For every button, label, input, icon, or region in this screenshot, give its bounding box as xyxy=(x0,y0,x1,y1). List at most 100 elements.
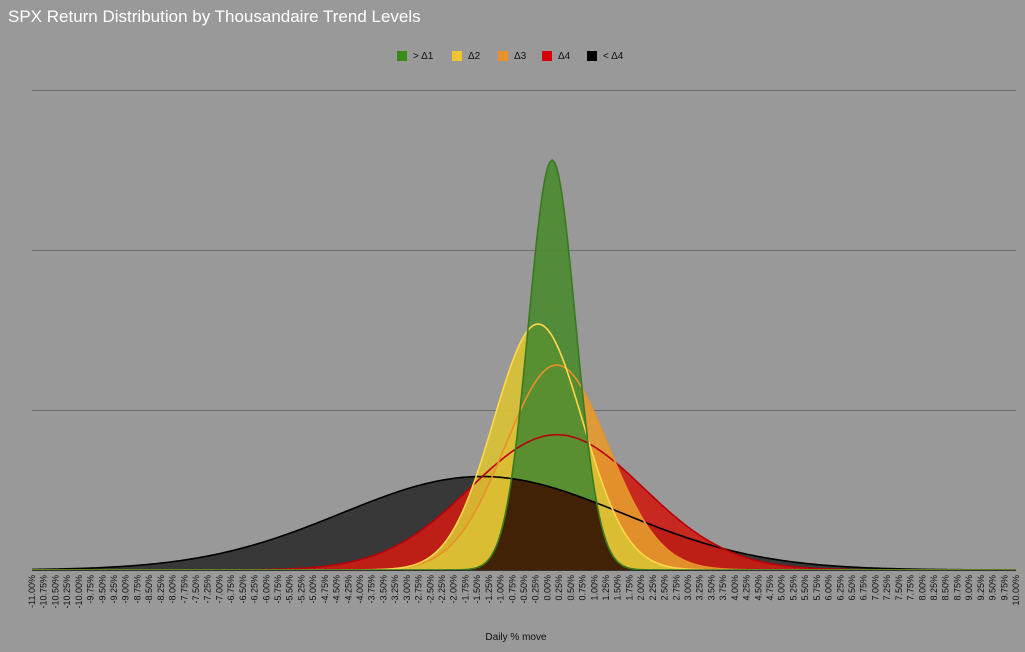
legend: > Δ1 Δ2 Δ3 Δ4 < Δ4 xyxy=(397,51,624,62)
x-tick-label: 7.00% xyxy=(870,575,880,601)
x-tick-label: 0.50% xyxy=(566,575,576,601)
x-tick-label: 6.50% xyxy=(847,575,857,601)
x-tick-label: -2.25% xyxy=(437,575,447,604)
x-tick-label: 10.00% xyxy=(1011,575,1021,606)
legend-swatch xyxy=(452,51,462,61)
x-tick-label: -1.00% xyxy=(496,575,506,604)
x-tick-label: -1.75% xyxy=(460,575,470,604)
legend-label: Δ3 xyxy=(514,51,527,62)
x-tick-label: -7.00% xyxy=(214,575,224,604)
x-tick-label: -6.75% xyxy=(226,575,236,604)
x-tick-label: 9.00% xyxy=(964,575,974,601)
x-tick-label: 8.50% xyxy=(941,575,951,601)
x-tick-label: -3.00% xyxy=(402,575,412,604)
x-tick-label: -9.50% xyxy=(97,575,107,604)
x-tick-label: 1.75% xyxy=(624,575,634,601)
x-tick-label: 9.50% xyxy=(988,575,998,601)
x-tick-label: -4.50% xyxy=(332,575,342,604)
x-tick-label: -6.25% xyxy=(250,575,260,604)
legend-swatch xyxy=(498,51,508,61)
x-tick-label: -2.50% xyxy=(425,575,435,604)
x-tick-label: 5.50% xyxy=(800,575,810,601)
x-tick-label: 2.00% xyxy=(636,575,646,601)
x-tick-label: 2.50% xyxy=(660,575,670,601)
x-tick-label: -5.25% xyxy=(296,575,306,604)
legend-swatch xyxy=(587,51,597,61)
x-tick-label: 3.00% xyxy=(683,575,693,601)
x-tick-label: 4.00% xyxy=(730,575,740,601)
x-tick-label: -6.00% xyxy=(261,575,271,604)
x-tick-label: -3.50% xyxy=(378,575,388,604)
legend-label: < Δ4 xyxy=(603,51,624,62)
x-tick-label: 4.25% xyxy=(742,575,752,601)
x-tick-label: 9.75% xyxy=(999,575,1009,601)
legend-label: Δ4 xyxy=(558,51,571,62)
x-tick-label: 7.75% xyxy=(906,575,916,601)
x-tick-label: 7.50% xyxy=(894,575,904,601)
legend-swatch xyxy=(397,51,407,61)
x-tick-label: 5.00% xyxy=(777,575,787,601)
x-tick-label: -8.25% xyxy=(156,575,166,604)
x-tick-label: 8.00% xyxy=(917,575,927,601)
x-tick-label: 9.25% xyxy=(976,575,986,601)
x-tick-label: 8.25% xyxy=(929,575,939,601)
x-tick-label: -4.25% xyxy=(343,575,353,604)
x-tick-label: 6.25% xyxy=(835,575,845,601)
x-tick-label: -5.50% xyxy=(285,575,295,604)
chart-title: SPX Return Distribution by Thousandaire … xyxy=(8,7,421,26)
overlap-area xyxy=(32,478,1016,570)
series-line-4 xyxy=(32,475,1016,571)
x-tick-label: 7.25% xyxy=(882,575,892,601)
x-tick-label: -0.75% xyxy=(507,575,517,604)
x-tick-label: 0.00% xyxy=(542,575,552,601)
x-tick-label: -9.25% xyxy=(109,575,119,604)
x-tick-label: 4.75% xyxy=(765,575,775,601)
x-tick-label: 3.50% xyxy=(706,575,716,601)
overlap-layer xyxy=(32,478,1016,570)
x-tick-label: -0.50% xyxy=(519,575,529,604)
x-tick-label: -7.25% xyxy=(203,575,213,604)
x-tick-label: -4.75% xyxy=(320,575,330,604)
x-tick-label: -8.75% xyxy=(132,575,142,604)
x-tick-label: 1.25% xyxy=(601,575,611,601)
x-tick-label: -2.00% xyxy=(449,575,459,604)
x-tick-label: -8.00% xyxy=(168,575,178,604)
x-tick-label: 2.75% xyxy=(671,575,681,601)
x-tick-labels: -11.00% -10.75% -10.50% -10.25% -10.00% -9.75… xyxy=(27,575,1021,609)
x-tick-label: -7.50% xyxy=(191,575,201,604)
x-tick-label: 5.75% xyxy=(812,575,822,601)
x-tick-label: -10.50% xyxy=(50,575,60,609)
x-tick-label: -0.25% xyxy=(531,575,541,604)
x-tick-label: 4.50% xyxy=(753,575,763,601)
x-tick-label: -10.00% xyxy=(74,575,84,609)
x-tick-label: 1.00% xyxy=(589,575,599,601)
x-tick-label: -10.25% xyxy=(62,575,72,609)
x-tick-label: 3.75% xyxy=(718,575,728,601)
x-tick-label: -4.00% xyxy=(355,575,365,604)
x-axis-title: Daily % move xyxy=(485,632,547,643)
x-tick-label: -2.75% xyxy=(414,575,424,604)
x-tick-label: 1.50% xyxy=(613,575,623,601)
legend-swatch xyxy=(542,51,552,61)
x-tick-label: 5.25% xyxy=(788,575,798,601)
x-tick-label: 2.25% xyxy=(648,575,658,601)
x-tick-label: -5.00% xyxy=(308,575,318,604)
x-tick-label: -1.25% xyxy=(484,575,494,604)
x-tick-label: -10.75% xyxy=(39,575,49,609)
legend-label: Δ2 xyxy=(468,51,481,62)
x-tick-label: 0.25% xyxy=(554,575,564,601)
legend-label: > Δ1 xyxy=(413,51,434,62)
x-tick-label: -9.75% xyxy=(86,575,96,604)
x-tick-label: 6.00% xyxy=(824,575,834,601)
x-tick-label: -6.50% xyxy=(238,575,248,604)
x-tick-label: -7.75% xyxy=(179,575,189,604)
x-tick-label: -5.75% xyxy=(273,575,283,604)
x-tick-label: 0.75% xyxy=(578,575,588,601)
x-tick-label: -8.50% xyxy=(144,575,154,604)
x-tick-label: -3.25% xyxy=(390,575,400,604)
x-tick-label: -1.50% xyxy=(472,575,482,604)
x-tick-label: -9.00% xyxy=(121,575,131,604)
x-tick-label: 6.75% xyxy=(859,575,869,601)
